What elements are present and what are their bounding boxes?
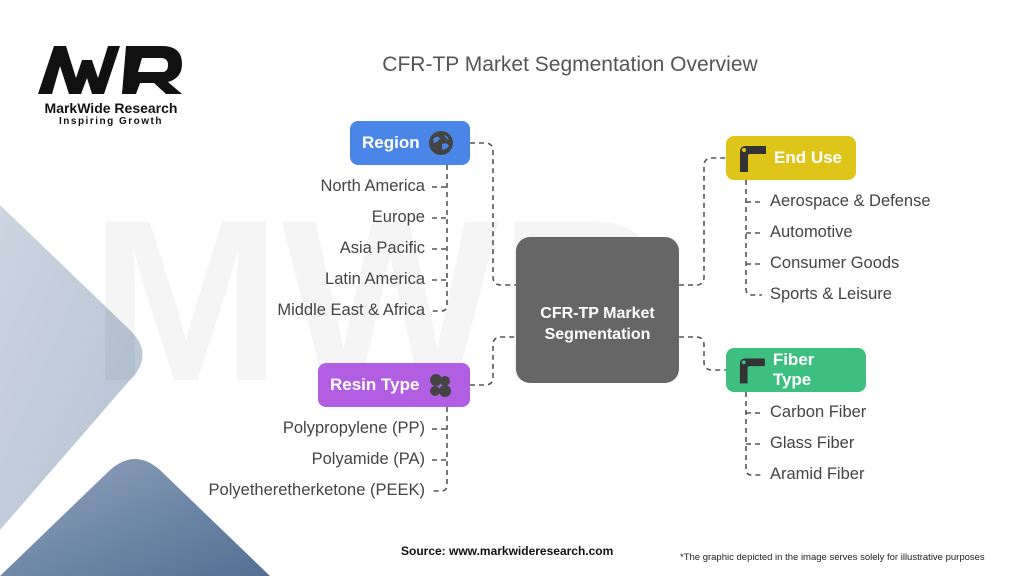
list-item: North America: [320, 177, 425, 195]
logo: MarkWide Research Inspiring Growth: [36, 42, 186, 127]
logo-mark: [38, 46, 182, 94]
category-label: Fiber Type: [772, 350, 815, 389]
connectors: [432, 142, 762, 492]
category-label: End Use: [774, 148, 843, 167]
list-item: Polyetheretherketone (PEEK): [208, 481, 425, 499]
list-item: Polyamide (PA): [311, 450, 425, 468]
light-diamond-shape: [0, 205, 143, 530]
logo-tagline: Inspiring Growth: [59, 116, 163, 127]
category-fiber-type: Fiber Type: [726, 348, 866, 392]
logo-name: MarkWide Research: [44, 100, 178, 116]
list-item: Sports & Leisure: [770, 285, 892, 303]
list-item: Asia Pacific: [339, 239, 425, 257]
list-item: Polypropylene (PP): [282, 419, 425, 437]
list-item: Consumer Goods: [770, 254, 900, 272]
list-item: Europe: [371, 208, 425, 226]
pipe-corner-icon: [739, 358, 765, 384]
category-resin-type: Resin Type: [318, 363, 470, 407]
category-label: Resin Type: [330, 375, 420, 394]
pellets-icon: [430, 374, 452, 397]
category-end-use: End Use: [726, 136, 856, 180]
pipe-corner-icon: [740, 146, 766, 172]
list-item: Glass Fiber: [770, 434, 855, 452]
center-node: CFR-TP Market Segmentation: [516, 237, 679, 383]
category-region: Region: [350, 121, 470, 165]
list-item: Middle East & Africa: [277, 301, 425, 319]
page-title: CFR-TP Market Segmentation Overview: [382, 53, 758, 76]
list-item: Aerospace & Defense: [770, 192, 931, 210]
list-item: Aramid Fiber: [770, 465, 865, 483]
category-label: Region: [362, 133, 420, 152]
globe-icon: [428, 131, 453, 155]
list-item: Latin America: [325, 270, 425, 288]
disclaimer-note: *The graphic depicted in the image serve…: [680, 552, 985, 563]
list-item: Carbon Fiber: [770, 403, 867, 421]
dark-diamond-shape: [0, 459, 270, 576]
list-item: Automotive: [770, 223, 853, 241]
source-text: Source: www.markwideresearch.com: [401, 544, 614, 558]
